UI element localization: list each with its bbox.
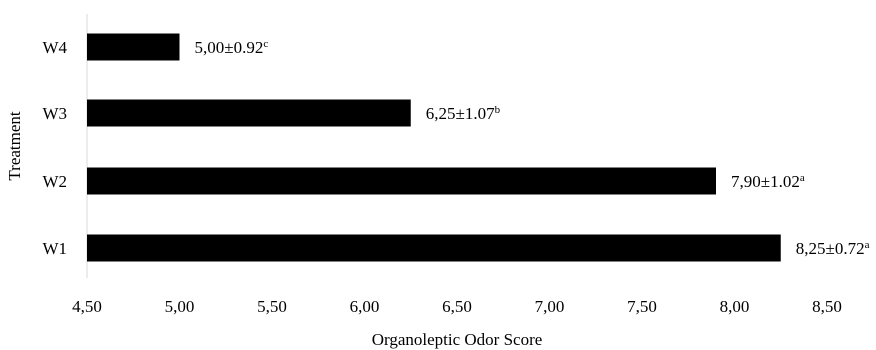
category-labels-group: W4 W3 W2 W1 (42, 38, 67, 258)
bar-w4 (87, 33, 180, 61)
x-tick-label: 6,50 (442, 297, 472, 316)
data-label-w2: 7,90±1.02a (731, 172, 805, 191)
x-tick-label: 8,50 (812, 297, 842, 316)
bars-group (87, 33, 781, 262)
bar-w3 (87, 99, 411, 127)
x-tick-label: 4,50 (72, 297, 102, 316)
category-label-w1: W1 (42, 239, 67, 258)
data-label-w4: 5,00±0.92c (195, 38, 269, 57)
x-tick-label: 7,50 (627, 297, 657, 316)
data-labels-group: 5,00±0.92c 6,25±1.07b 7,90±1.02a 8,25±0.72a (195, 38, 870, 258)
bar-w1 (87, 234, 781, 262)
y-axis-title: Treatment (5, 111, 24, 181)
x-tick-label: 5,50 (257, 297, 287, 316)
x-axis-title: Organoleptic Odor Score (372, 330, 543, 349)
bar-w2 (87, 167, 716, 195)
x-tick-label: 5,00 (165, 297, 195, 316)
x-tick-label: 7,00 (535, 297, 565, 316)
x-tick-labels-group: 4,50 5,00 5,50 6,00 6,50 7,00 7,50 8,00 8,50 (72, 297, 842, 316)
x-tick-label: 6,00 (350, 297, 380, 316)
category-label-w2: W2 (42, 172, 67, 191)
category-label-w3: W3 (42, 104, 67, 123)
data-label-w3: 6,25±1.07b (426, 104, 501, 123)
category-label-w4: W4 (42, 38, 67, 57)
x-tick-label: 8,00 (720, 297, 750, 316)
data-label-w1: 8,25±0.72a (796, 239, 870, 258)
